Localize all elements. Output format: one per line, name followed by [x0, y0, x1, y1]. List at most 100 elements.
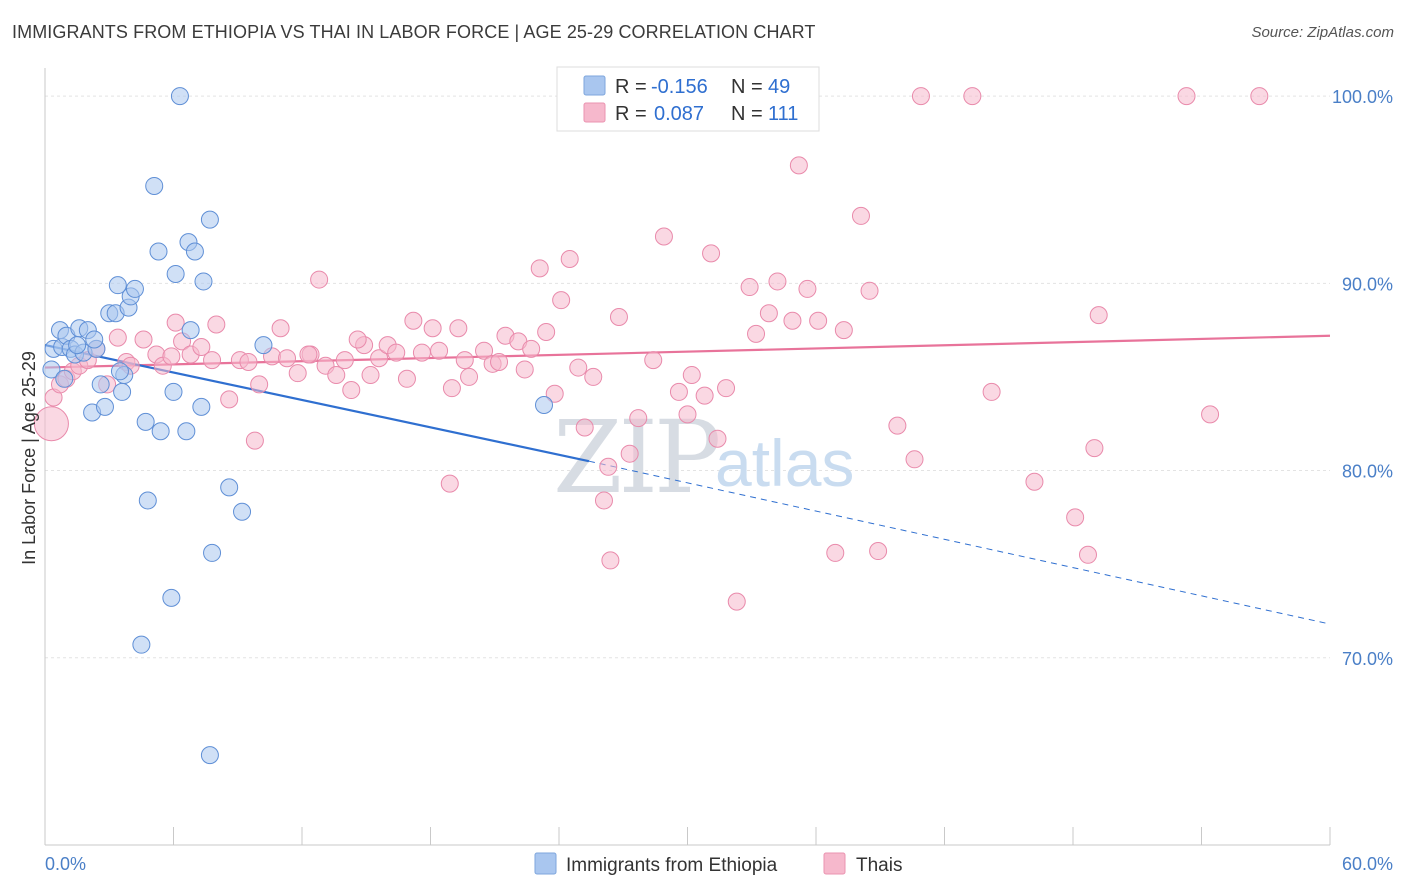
data-point-thai	[708, 429, 727, 448]
legend-r-label-thai: R =	[615, 103, 647, 125]
legend-swatch-thai	[583, 102, 606, 123]
data-point-ethiopia	[164, 382, 183, 401]
data-point-thai	[768, 272, 787, 291]
data-point-thai	[108, 328, 127, 347]
data-point-ethiopia	[149, 242, 168, 261]
data-point-thai	[552, 291, 571, 310]
data-point-thai	[560, 249, 579, 268]
data-point-thai	[134, 330, 153, 349]
data-point-ethiopia	[42, 360, 61, 379]
data-point-ethiopia	[91, 375, 110, 394]
data-point-thai	[370, 349, 389, 368]
data-point-thai	[299, 345, 318, 364]
data-point-thai	[220, 390, 239, 409]
data-point-thai	[342, 381, 361, 400]
y-tick-label: 100.0%	[1332, 87, 1393, 107]
data-point-ethiopia	[138, 491, 157, 510]
data-point-thai	[569, 358, 588, 377]
data-point-ethiopia	[535, 396, 554, 415]
legend-swatch-ethiopia	[583, 75, 606, 96]
data-point-thai	[740, 278, 759, 297]
data-point-thai	[207, 315, 226, 334]
trend-line-ethiopia-extension	[588, 460, 1331, 625]
data-point-thai	[387, 343, 406, 362]
data-point-thai	[629, 409, 648, 428]
data-point-ethiopia	[200, 746, 219, 765]
data-point-ethiopia	[95, 397, 114, 416]
data-points	[33, 87, 1269, 765]
legend-n-value-thai: 111	[768, 103, 798, 125]
data-point-thai	[430, 341, 449, 360]
data-point-ethiopia	[125, 279, 144, 298]
data-point-thai	[239, 352, 258, 371]
data-point-thai	[1201, 405, 1220, 424]
data-point-thai	[455, 351, 474, 370]
data-point-thai	[644, 351, 663, 370]
data-point-thai	[695, 386, 714, 405]
data-point-thai	[245, 431, 264, 450]
data-point-thai	[575, 418, 594, 437]
data-point-ethiopia	[145, 176, 164, 195]
data-point-thai	[515, 360, 534, 379]
data-point-thai	[412, 343, 431, 362]
data-point-ethiopia	[85, 330, 104, 349]
data-point-ethiopia	[151, 422, 170, 441]
data-point-thai	[888, 416, 907, 435]
source-label: Source: ZipAtlas.com	[1251, 24, 1394, 41]
legend-r-value-ethiopia: -0.156	[651, 76, 708, 98]
data-point-thai	[759, 304, 778, 323]
data-point-thai	[361, 366, 380, 385]
axes	[44, 68, 1331, 846]
chart-title: IMMIGRANTS FROM ETHIOPIA VS THAI IN LABO…	[12, 22, 816, 42]
data-point-ethiopia	[181, 321, 200, 340]
data-point-ethiopia	[220, 478, 239, 497]
data-point-thai	[166, 313, 185, 332]
tick-labels: 70.0% 80.0% 90.0% 100.0% 0.0% 60.0%	[45, 87, 1393, 874]
y-tick-label: 70.0%	[1342, 649, 1393, 669]
data-point-thai	[826, 543, 845, 562]
data-point-thai	[271, 319, 290, 338]
data-point-ethiopia	[192, 397, 211, 416]
data-point-thai	[530, 259, 549, 278]
data-point-thai	[250, 375, 269, 394]
data-point-thai	[288, 364, 307, 383]
data-point-thai	[963, 87, 982, 106]
data-point-thai	[851, 206, 870, 225]
legend-n-label-ethiopia: N =	[731, 76, 763, 98]
bottom-legend-label-ethiopia: Immigrants from Ethiopia	[566, 855, 778, 876]
data-point-thai	[545, 384, 564, 403]
legend-r-value-thai: 0.087	[654, 103, 704, 125]
data-point-thai	[278, 349, 297, 368]
data-point-thai	[599, 457, 618, 476]
legend-r-label-ethiopia: R =	[615, 76, 647, 98]
data-point-thai	[397, 369, 416, 388]
data-point-thai	[327, 366, 346, 385]
data-point-thai	[609, 308, 628, 327]
data-point-thai	[654, 227, 673, 246]
watermark-atlas: atlas	[715, 426, 854, 500]
data-point-ethiopia	[203, 543, 222, 562]
data-point-thai	[203, 351, 222, 370]
legend-n-value-ethiopia: 49	[768, 76, 790, 98]
data-point-thai	[717, 379, 736, 398]
data-point-thai	[490, 352, 509, 371]
data-point-thai	[475, 341, 494, 360]
data-point-thai	[860, 281, 879, 300]
data-point-thai	[747, 324, 766, 343]
data-point-thai	[1089, 306, 1108, 325]
data-point-thai	[911, 87, 930, 106]
trend-line-thai	[44, 334, 1331, 369]
data-point-thai	[522, 339, 541, 358]
y-tick-label: 80.0%	[1342, 462, 1393, 482]
data-point-thai	[33, 406, 69, 442]
series-legend: Immigrants from Ethiopia Thais	[534, 852, 902, 876]
data-point-ethiopia	[170, 87, 189, 106]
data-point-thai	[404, 311, 423, 330]
data-point-thai	[682, 366, 701, 385]
data-point-ethiopia	[113, 382, 132, 401]
data-point-thai	[678, 405, 697, 424]
data-point-thai	[905, 450, 924, 469]
bottom-legend-swatch-thai	[823, 852, 846, 875]
data-point-ethiopia	[136, 412, 155, 431]
